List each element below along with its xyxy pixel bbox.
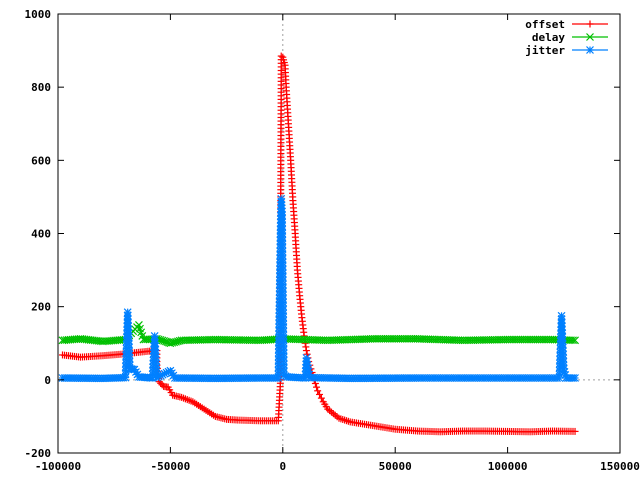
data-point-jitter — [558, 336, 567, 345]
y-tick-label: 200 — [31, 301, 51, 314]
data-point-offset — [302, 347, 310, 355]
x-tick-label: 100000 — [488, 460, 528, 473]
x-tick-label: -100000 — [35, 460, 81, 473]
data-point-jitter — [558, 322, 566, 331]
data-point-jitter — [279, 364, 288, 373]
data-point-offset — [313, 383, 321, 391]
data-point-jitter — [558, 343, 567, 352]
data-point-offset — [316, 390, 324, 398]
data-point-jitter — [124, 333, 133, 341]
data-point-jitter — [278, 276, 287, 285]
data-point-delay — [569, 336, 577, 345]
y-tick-label: -200 — [25, 447, 52, 460]
data-point-jitter — [558, 333, 567, 341]
legend-label-delay: delay — [532, 31, 565, 44]
legend-label-offset: offset — [525, 18, 565, 31]
x-tick-label: 0 — [279, 460, 286, 473]
data-point-jitter — [125, 357, 134, 366]
legend-marker-delay — [586, 33, 594, 41]
legend-marker-offset — [586, 20, 594, 28]
data-point-jitter — [125, 340, 133, 348]
data-point-jitter — [571, 374, 579, 382]
y-tick-label: 400 — [31, 228, 51, 241]
data-point-jitter — [279, 287, 287, 296]
data-point-jitter — [125, 354, 134, 363]
data-point-offset — [317, 394, 325, 402]
data-point-jitter — [125, 347, 134, 356]
data-point-jitter — [278, 244, 287, 252]
data-point-jitter — [558, 326, 567, 334]
data-point-jitter — [124, 325, 133, 334]
x-tick-label: -50000 — [151, 460, 191, 473]
y-tick-label: 800 — [31, 81, 51, 94]
data-point-offset — [314, 387, 322, 395]
ticks-layer: -100000 -50000 0 50000 100000 150000 -200 0 200 4… — [25, 8, 640, 473]
data-point-jitter — [279, 349, 288, 358]
x-tick-label: 50000 — [379, 460, 412, 473]
legend-marker-jitter — [586, 46, 594, 54]
data-point-jitter — [279, 338, 288, 347]
data-point-jitter — [559, 354, 568, 363]
data-point-delay — [571, 336, 579, 345]
data-point-jitter — [279, 335, 288, 343]
data-point-jitter — [279, 302, 288, 311]
y-tick-label: 600 — [31, 154, 51, 167]
data-point-offset — [277, 52, 285, 60]
series-jitter — [58, 194, 579, 383]
y-tick-label: 0 — [44, 374, 51, 387]
data-point-jitter — [279, 320, 288, 329]
data-point-jitter — [123, 311, 132, 320]
data-point-jitter — [124, 336, 133, 345]
data-point-offset — [571, 427, 579, 435]
data-point-jitter — [121, 366, 130, 375]
data-point-offset — [157, 379, 165, 387]
series-layer — [58, 52, 579, 436]
data-point-jitter — [278, 225, 287, 234]
x-tick-label: 150000 — [600, 460, 640, 473]
legend-label-jitter: jitter — [525, 44, 565, 57]
y-tick-label: 1000 — [25, 8, 52, 21]
data-point-jitter — [559, 350, 568, 359]
series-delay — [58, 321, 579, 348]
data-point-jitter — [558, 329, 567, 338]
